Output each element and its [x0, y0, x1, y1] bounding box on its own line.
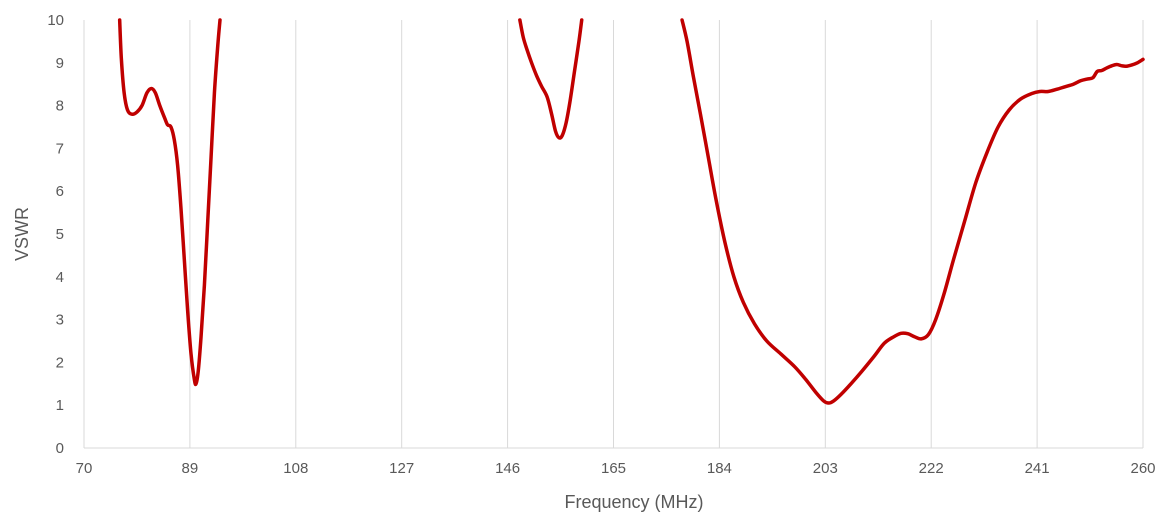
x-axis-tick-labels: 70 89 108 127 146 165 184 203 222 241 260 — [76, 460, 1156, 477]
y-tick-label: 1 — [56, 397, 64, 414]
y-tick-label: 9 — [56, 55, 64, 72]
vswr-line-segment-2 — [518, 18, 584, 140]
y-tick-label: 7 — [56, 140, 64, 157]
x-tick-label: 203 — [813, 460, 838, 477]
y-axis-tick-labels: 0 1 2 3 4 5 6 7 8 9 10 — [47, 12, 64, 457]
y-tick-label: 5 — [56, 226, 64, 243]
vertical-gridlines — [189, 20, 1144, 448]
x-axis-title: Frequency (MHz) — [564, 492, 703, 512]
x-tick-label: 89 — [182, 460, 199, 477]
axes — [83, 20, 1143, 449]
x-tick-label: 108 — [283, 460, 308, 477]
vswr-line-segment-1 — [117, 18, 222, 387]
x-tick-label: 260 — [1130, 460, 1155, 477]
y-tick-label: 4 — [56, 269, 64, 286]
y-tick-label: 3 — [56, 312, 64, 329]
x-tick-label: 222 — [919, 460, 944, 477]
y-tick-label: 0 — [56, 440, 64, 457]
x-tick-label: 165 — [601, 460, 626, 477]
y-axis-title: VSWR — [12, 207, 32, 261]
x-tick-label: 127 — [389, 460, 414, 477]
y-tick-label: 10 — [47, 12, 64, 29]
vswr-line-segment-3 — [680, 18, 1145, 405]
series-layer — [117, 18, 1145, 405]
x-tick-label: 241 — [1025, 460, 1050, 477]
x-tick-label: 184 — [707, 460, 732, 477]
y-tick-label: 6 — [56, 183, 64, 200]
x-tick-label: 146 — [495, 460, 520, 477]
x-tick-label: 70 — [76, 460, 93, 477]
y-tick-label: 2 — [56, 354, 64, 371]
y-tick-label: 8 — [56, 98, 64, 115]
